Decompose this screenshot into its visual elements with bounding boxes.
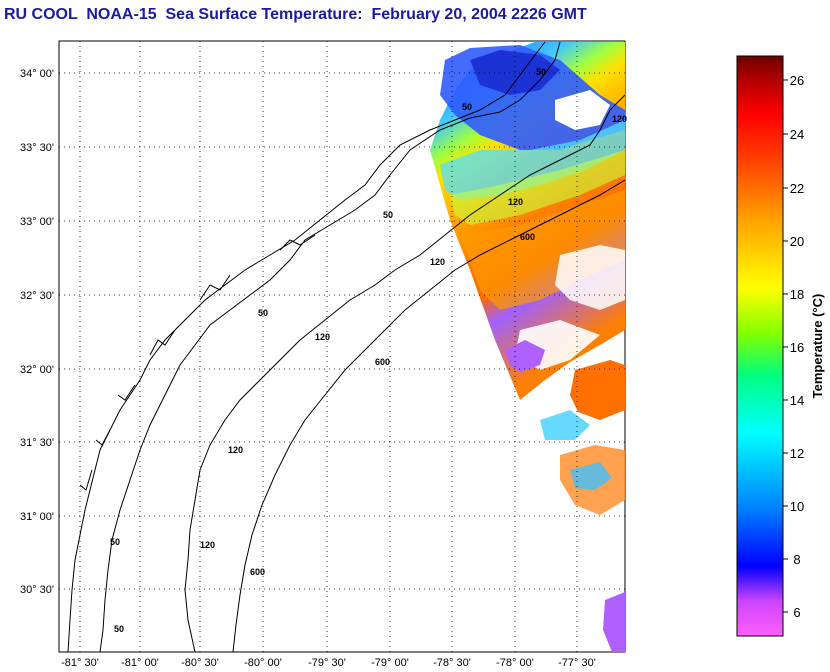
- lon-tick-label: -78° 30': [433, 657, 471, 669]
- sst-fringe-purple: [505, 340, 545, 372]
- colorbar-tick-label: 24: [790, 127, 804, 142]
- lat-tick-label: 31° 00': [20, 511, 54, 523]
- colorbar-tick-label: 16: [790, 340, 804, 355]
- graticule: [59, 41, 625, 652]
- sst-band-green: [450, 150, 625, 225]
- colorbar-tick-label: 18: [790, 287, 804, 302]
- lat-tick-labels: 34° 00' 33° 30' 33° 00' 32° 30' 32° 00' …: [20, 68, 54, 596]
- contour-600: [232, 179, 625, 652]
- lon-tick-labels: -81° 30' -81° 00' -80° 30' -80° 00' -79°…: [61, 657, 596, 669]
- sst-band-cyan: [440, 120, 625, 200]
- lat-tick-label: 31° 30': [20, 437, 54, 449]
- contour-label: 120: [315, 332, 330, 342]
- contour-label: 120: [228, 445, 243, 455]
- lon-tick-label: -79° 30': [308, 657, 346, 669]
- lat-tick-label: 34° 00': [20, 68, 54, 80]
- contour-label: 50: [258, 308, 268, 318]
- sst-patch-north2: [470, 50, 560, 95]
- coastline-detail: [79, 234, 316, 491]
- lat-tick-label: 32° 30': [20, 290, 54, 302]
- colorbar-tick-label: 22: [790, 181, 804, 196]
- colorbar-tick-label: 26: [790, 73, 804, 88]
- contour-label: 600: [250, 567, 265, 577]
- contour-label: 50: [462, 102, 472, 112]
- contour-label: 50: [536, 67, 546, 77]
- contour-labels: 50 50 120 600 120 50 120 600 50 120 120 …: [110, 67, 627, 634]
- lon-tick-label: -80° 30': [181, 657, 219, 669]
- lon-tick-label: -81° 30': [61, 657, 99, 669]
- sst-patch-se5: [603, 592, 625, 652]
- sst-cloud-gap2: [555, 245, 625, 310]
- contour-label: 120: [200, 540, 215, 550]
- lon-tick-label: -81° 00': [121, 657, 159, 669]
- contour-label: 600: [520, 232, 535, 242]
- lon-tick-label: -77° 30': [558, 657, 596, 669]
- lat-tick-label: 32° 00': [20, 364, 54, 376]
- contour-label: 50: [110, 537, 120, 547]
- sst-patch-se4: [570, 462, 612, 490]
- sst-cloud-gap: [555, 90, 610, 130]
- colorbar-tick-label: 20: [790, 234, 804, 249]
- coastline: [67, 41, 546, 652]
- lat-tick-label: 30° 30': [20, 584, 54, 596]
- colorbar-tick-label: 12: [790, 446, 804, 461]
- lon-tick-label: -80° 00': [244, 657, 282, 669]
- contour-120: [184, 94, 625, 652]
- contour-label: 600: [375, 357, 390, 367]
- sst-patch-se2: [540, 410, 590, 440]
- contour-label: 50: [383, 210, 393, 220]
- contour-label: 120: [430, 257, 445, 267]
- map-title: RU COOL NOAA-15 Sea Surface Temperature:…: [4, 6, 587, 23]
- contour-label: 120: [508, 197, 523, 207]
- colorbar-label: Temperature (°C): [810, 294, 825, 399]
- contour-50: [99, 41, 561, 652]
- sst-swath: [430, 42, 625, 652]
- colorbar: [736, 55, 784, 637]
- colorbar-tick-label: 10: [790, 499, 804, 514]
- colorbar-tick-labels: 26 24 22 20 18 16 14 12 10 8 6: [790, 73, 804, 620]
- lat-tick-label: 33° 30': [20, 142, 54, 154]
- sst-patch-se1: [570, 360, 625, 420]
- lat-tick-label: 33° 00': [20, 216, 54, 228]
- colorbar-tick-label: 6: [793, 605, 800, 620]
- colorbar-ticks: [783, 79, 788, 613]
- sst-band-orange: [460, 190, 625, 310]
- colorbar-tick-label: 14: [790, 393, 804, 408]
- contour-label: 120: [612, 114, 627, 124]
- lon-tick-label: -78° 00': [496, 657, 534, 669]
- colorbar-tick-label: 8: [793, 552, 800, 567]
- lon-tick-label: -79° 00': [371, 657, 409, 669]
- contour-label: 50: [114, 624, 124, 634]
